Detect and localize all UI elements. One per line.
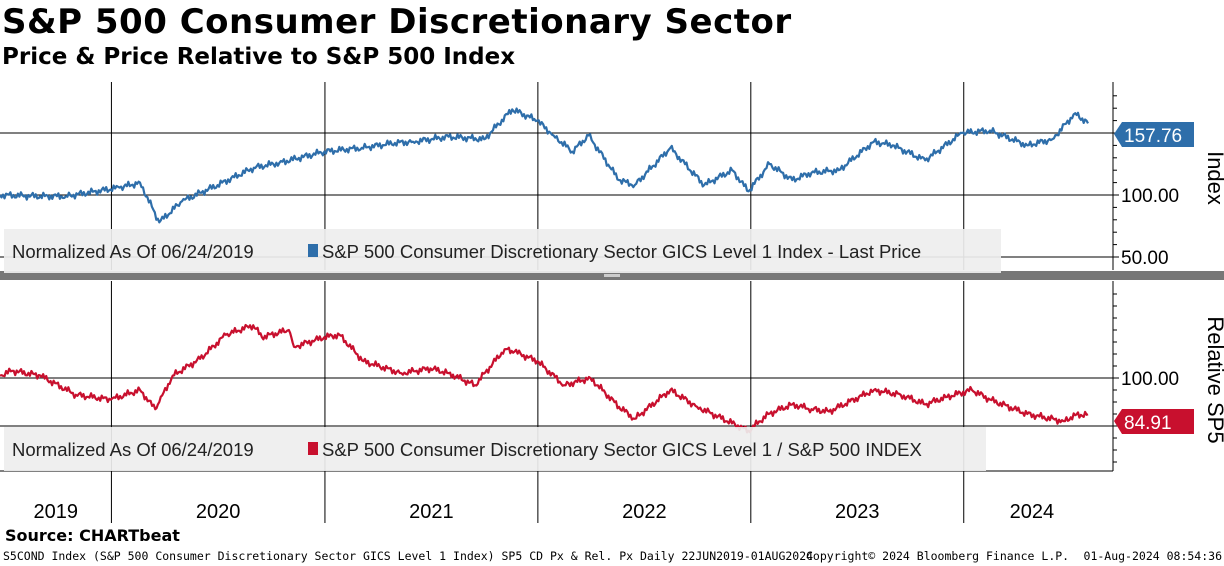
x-tick-label: 2022 <box>622 501 667 523</box>
last-value-badge <box>1114 409 1194 434</box>
legend-normalized-label: Normalized As Of 06/24/2019 <box>12 439 254 460</box>
legend-box <box>4 229 1001 273</box>
x-tick-label: 2020 <box>196 501 241 523</box>
panel-divider-handle <box>604 274 620 277</box>
x-tick-label: 2023 <box>835 501 880 523</box>
y-axis-title: Index <box>1203 151 1224 205</box>
series-line <box>0 107 1089 224</box>
legend-box <box>4 427 986 471</box>
x-tick-label: 2019 <box>33 501 78 523</box>
footer-description: S5COND Index (S&P 500 Consumer Discretio… <box>3 549 814 563</box>
legend-series-label: S&P 500 Consumer Discretionary Sector GI… <box>322 241 921 262</box>
last-value-label: 157.76 <box>1124 126 1182 147</box>
chart-title: S&P 500 Consumer Discretionary Sector <box>2 2 792 42</box>
series-line <box>0 323 1089 434</box>
y-tick-label: 100.00 <box>1121 186 1179 207</box>
x-tick-label: 2021 <box>409 501 454 523</box>
legend-series-label: S&P 500 Consumer Discretionary Sector GI… <box>322 439 922 460</box>
legend-swatch <box>308 244 318 257</box>
footer-timestamp: 01-Aug-2024 08:54:36 <box>1083 549 1222 563</box>
y-tick-label: 50.00 <box>1121 248 1169 269</box>
last-value-label: 84.91 <box>1124 413 1172 434</box>
last-value-badge <box>1114 122 1194 147</box>
chart-subtitle: Price & Price Relative to S&P 500 Index <box>2 44 516 70</box>
legend-swatch <box>308 442 318 455</box>
x-tick-label: 2024 <box>1010 501 1055 523</box>
y-axis-title: Relative SP5 <box>1203 316 1224 443</box>
y-tick-label: 100.00 <box>1121 369 1179 390</box>
legend-normalized-label: Normalized As Of 06/24/2019 <box>12 241 254 262</box>
source-label: Source: CHARTbeat <box>5 526 180 545</box>
footer-copyright: Copyright© 2024 Bloomberg Finance L.P. <box>806 549 1070 563</box>
